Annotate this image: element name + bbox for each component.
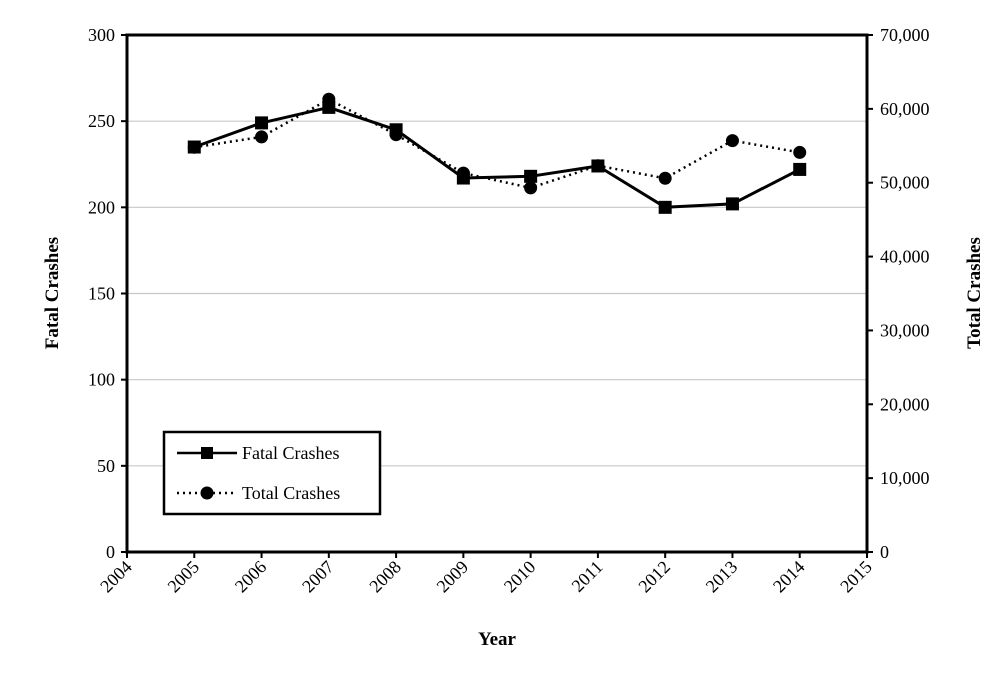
x-axis-title: Year <box>478 629 517 650</box>
x-tick-label: 2015 <box>836 557 876 597</box>
x-tick-label: 2008 <box>365 557 405 597</box>
data-point-total <box>725 134 739 148</box>
data-point-total <box>255 130 269 144</box>
data-point-total <box>591 159 605 173</box>
x-tick-label: 2006 <box>231 557 271 597</box>
y-tick-label-left: 50 <box>97 456 115 476</box>
data-point-total <box>456 166 470 180</box>
tick-labels: 0 50 100 150 200 250 300 0 10,000 20,000 30,000 40,… <box>88 25 930 596</box>
series-line-total <box>194 98 800 190</box>
y-tick-label-right: 0 <box>880 542 889 562</box>
legend: Fatal Crashes Total Crashes <box>162 430 382 516</box>
y-tick-label-right: 60,000 <box>880 99 930 119</box>
data-point-total <box>389 128 403 142</box>
data-point-fatal <box>524 169 538 183</box>
y-axis-title-left: Fatal Crashes <box>42 237 63 349</box>
x-tick-label: 2005 <box>164 557 204 597</box>
y-tick-label-left: 0 <box>106 542 115 562</box>
x-tick-label: 2011 <box>568 557 607 596</box>
legend-marker-total <box>200 486 214 500</box>
y-tick-label-right: 70,000 <box>880 25 930 45</box>
y-tick-label-right: 40,000 <box>880 247 930 267</box>
y-tick-label-left: 150 <box>88 284 115 304</box>
data-point-total <box>322 92 336 106</box>
series-layer <box>187 92 807 214</box>
gridlines <box>127 120 867 467</box>
axis-ticks <box>121 34 873 558</box>
x-tick-label: 2004 <box>96 557 136 597</box>
data-point-fatal <box>793 162 807 176</box>
x-tick-label: 2009 <box>433 557 473 597</box>
series-line-fatal <box>193 105 801 209</box>
y-tick-label-left: 200 <box>88 197 115 217</box>
legend-marker-fatal <box>201 447 213 459</box>
data-point-fatal <box>255 116 269 130</box>
y-tick-label-right: 10,000 <box>880 468 930 488</box>
y-tick-label-left: 250 <box>88 111 115 131</box>
x-tick-label: 2007 <box>298 557 338 597</box>
data-point-total <box>793 145 807 159</box>
x-tick-label: 2012 <box>634 557 674 597</box>
legend-box <box>162 430 382 516</box>
data-point-total <box>187 140 201 154</box>
data-point-fatal <box>658 200 672 214</box>
x-tick-label: 2013 <box>702 557 742 597</box>
data-point-total <box>658 171 672 185</box>
y-tick-label-right: 50,000 <box>880 173 930 193</box>
x-tick-label: 2010 <box>500 557 540 597</box>
data-point-fatal <box>725 197 739 211</box>
y-tick-label-left: 100 <box>88 370 115 390</box>
y-tick-label-left: 300 <box>88 25 115 45</box>
y-tick-label-right: 20,000 <box>880 394 930 414</box>
y-axis-title-right: Total Crashes <box>964 237 985 349</box>
x-tick-label: 2014 <box>769 557 809 597</box>
y-tick-label-right: 30,000 <box>880 320 930 340</box>
legend-label-total: Total Crashes <box>242 483 340 503</box>
legend-label-fatal: Fatal Crashes <box>242 443 339 463</box>
data-point-total <box>524 181 538 195</box>
